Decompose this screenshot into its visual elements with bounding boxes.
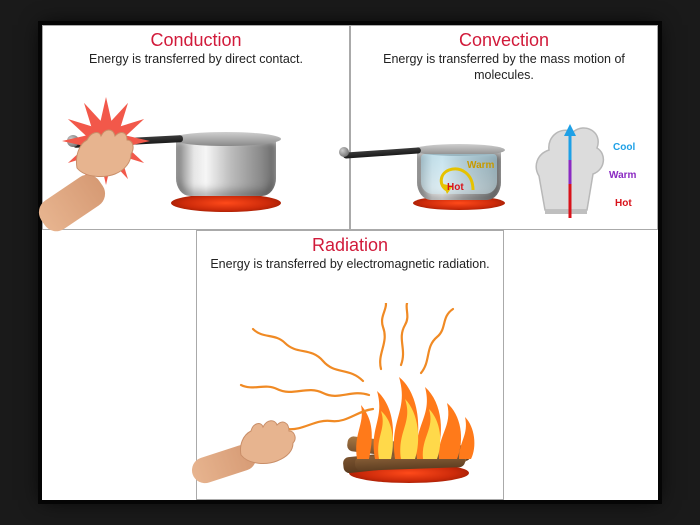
pot-warm-label: Warm — [467, 160, 494, 171]
hand-icon — [71, 120, 141, 180]
convection-pot-knob — [339, 147, 349, 157]
warm-label: Warm — [609, 170, 636, 181]
panel-convection: Convection Energy is transferred by the … — [350, 25, 658, 230]
panel-conduction: Conduction Energy is transferred by dire… — [42, 25, 350, 230]
convection-pot-handle — [343, 147, 421, 158]
hot-label: Hot — [615, 198, 632, 209]
cool-label: Cool — [613, 142, 635, 153]
conduction-burner — [171, 194, 281, 212]
convection-title: Convection — [351, 30, 657, 51]
panel-radiation: Radiation Energy is transferred by elect… — [196, 230, 504, 500]
conduction-subtitle: Energy is transferred by direct contact. — [43, 52, 349, 68]
conduction-title: Conduction — [43, 30, 349, 51]
convection-subtitle: Energy is transferred by the mass motion… — [351, 52, 657, 83]
hand-icon — [237, 411, 301, 465]
radiation-subtitle: Energy is transferred by electromagnetic… — [197, 257, 503, 273]
conduction-pot — [176, 138, 276, 196]
thermal-arrow-icon — [561, 122, 579, 222]
radiation-title: Radiation — [197, 235, 503, 256]
diagram-frame: Conduction Energy is transferred by dire… — [42, 25, 658, 500]
conduction-pot-rim — [171, 132, 281, 146]
pot-hot-label: Hot — [447, 182, 464, 193]
